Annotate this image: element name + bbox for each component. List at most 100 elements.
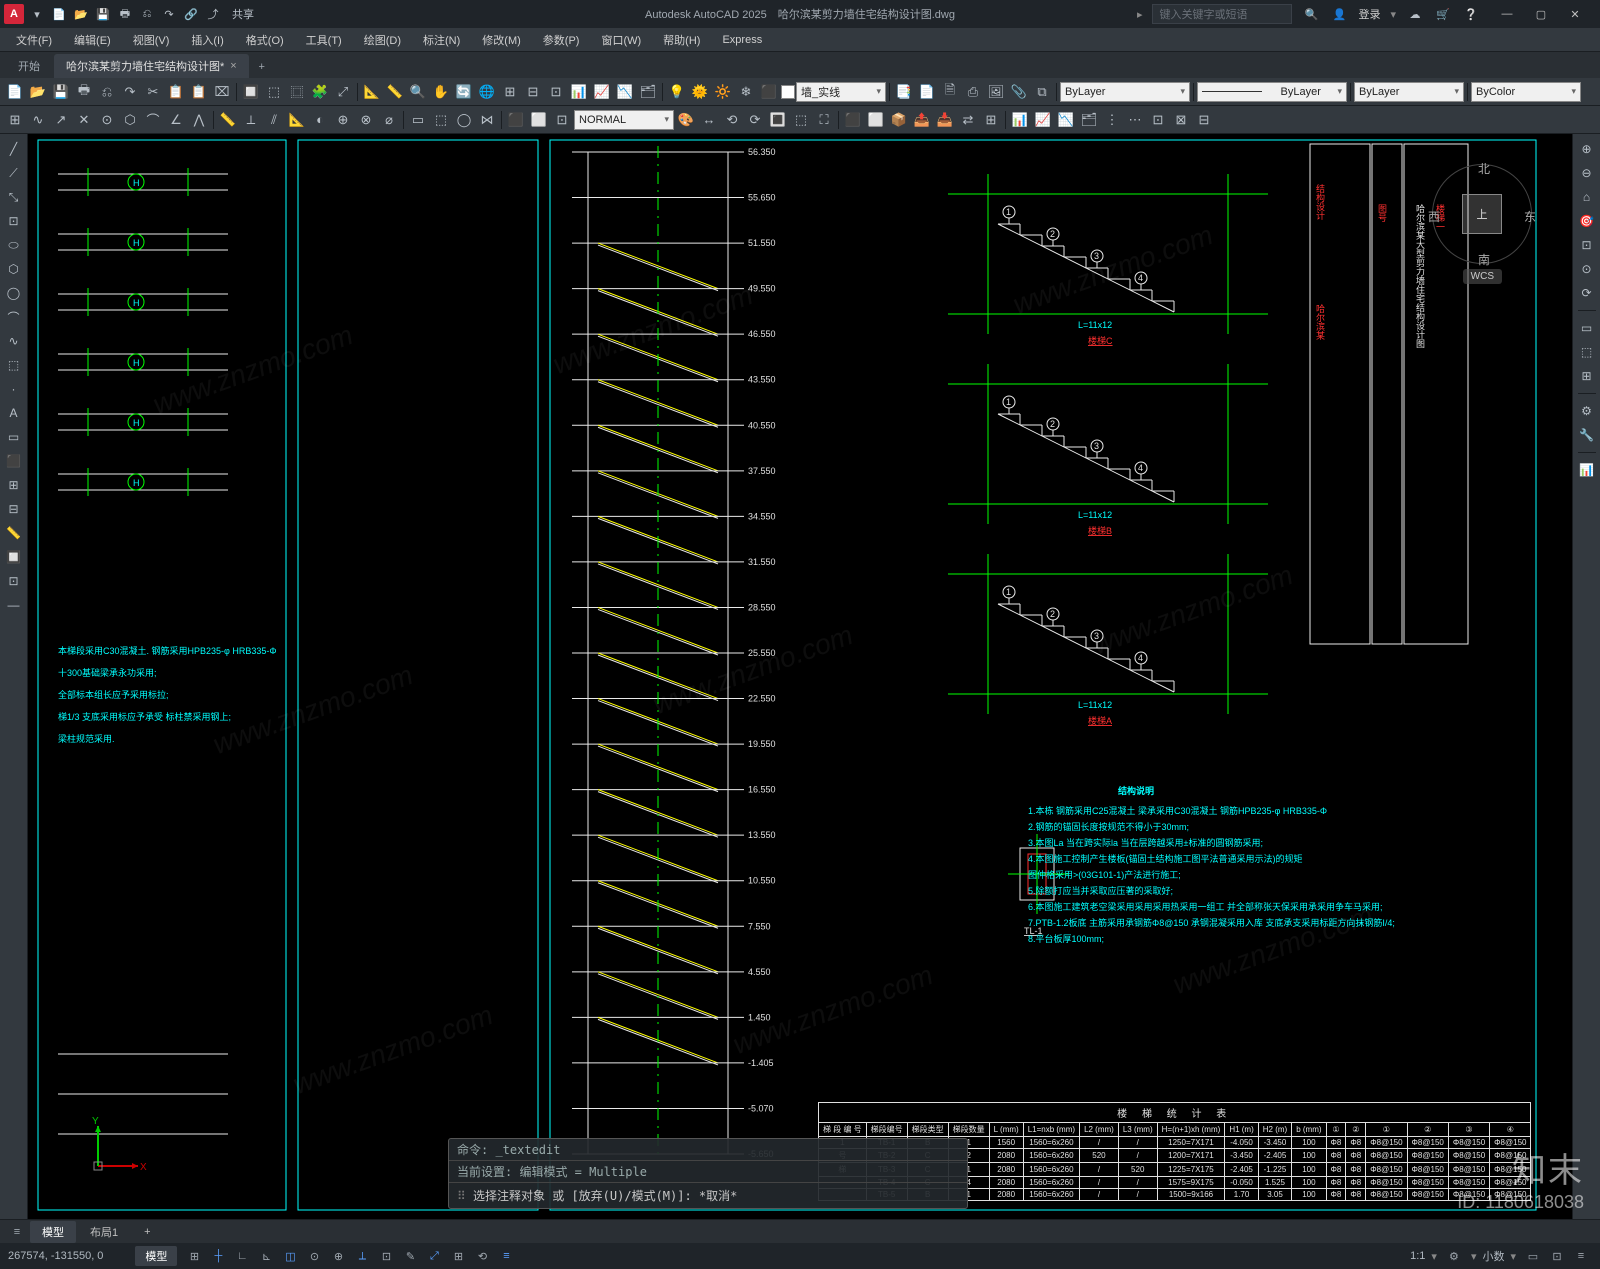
open-icon[interactable]: 📂: [72, 5, 90, 23]
toolbar-icon[interactable]: ✂: [142, 81, 164, 103]
nav-tool-icon[interactable]: ⊞: [1576, 365, 1598, 387]
toolbar-icon[interactable]: ⊙: [96, 109, 118, 131]
share-up-icon[interactable]: ⤴: [204, 5, 222, 23]
toolbar-icon[interactable]: 💡: [666, 81, 688, 103]
status-icon[interactable]: ⊡: [1546, 1245, 1568, 1267]
toolbar-icon[interactable]: 🔍: [407, 81, 429, 103]
draw-tool-icon[interactable]: ⬚: [3, 354, 25, 376]
toolbar-icon[interactable]: ⫽: [263, 109, 285, 131]
toolbar-icon[interactable]: ⟳: [744, 109, 766, 131]
toolbar-icon[interactable]: ⊗: [355, 109, 377, 131]
draw-tool-icon[interactable]: ⬛: [3, 450, 25, 472]
toolbar-icon[interactable]: 📤: [911, 109, 933, 131]
toolbar-icon[interactable]: ⬛: [842, 109, 864, 131]
lineweight-bylayer-select[interactable]: ByLayer▾: [1354, 82, 1464, 102]
toolbar-icon[interactable]: 📊: [568, 81, 590, 103]
toolbar-icon[interactable]: 🖼: [985, 81, 1007, 103]
draw-tool-icon[interactable]: ⊟: [3, 498, 25, 520]
search-input[interactable]: 键入关键字或短语: [1152, 4, 1292, 24]
toolbar-icon[interactable]: 📐: [361, 81, 383, 103]
tab-model[interactable]: 模型: [30, 1221, 76, 1243]
toolbar-icon[interactable]: 📋: [188, 81, 210, 103]
toolbar-icon[interactable]: 🌞: [689, 81, 711, 103]
nav-tool-icon[interactable]: 🎯: [1576, 210, 1598, 232]
toolbar-icon[interactable]: 🌐: [476, 81, 498, 103]
units-label[interactable]: 小数: [1482, 1248, 1504, 1264]
menu-item[interactable]: 文件(F): [6, 30, 62, 50]
menu-item[interactable]: 窗口(W): [591, 30, 651, 50]
status-toggle-icon[interactable]: ┼: [207, 1245, 229, 1267]
toolbar-icon[interactable]: ⎌: [96, 81, 118, 103]
toolbar-icon[interactable]: ⧉: [1031, 81, 1053, 103]
menu-item[interactable]: 格式(O): [236, 30, 294, 50]
toolbar-icon[interactable]: ⊡: [545, 81, 567, 103]
status-toggle-icon[interactable]: ✎: [399, 1245, 421, 1267]
toolbar-icon[interactable]: ∠: [165, 109, 187, 131]
status-toggle-icon[interactable]: ⊞: [447, 1245, 469, 1267]
tab-start[interactable]: 开始: [6, 54, 52, 78]
status-toggle-icon[interactable]: ⊾: [255, 1245, 277, 1267]
toolbar-icon[interactable]: 📄: [916, 81, 938, 103]
wcs-badge[interactable]: WCS: [1463, 269, 1502, 284]
print-icon[interactable]: 🖶: [116, 5, 134, 23]
toolbar-icon[interactable]: ⬚: [790, 109, 812, 131]
toolbar-icon[interactable]: ⿴: [286, 81, 308, 103]
tab-layout1[interactable]: 布局1: [78, 1221, 130, 1243]
gear-icon[interactable]: ⚙: [1443, 1245, 1465, 1267]
undo-icon[interactable]: ⎌: [138, 5, 156, 23]
help-icon[interactable]: ❔: [1462, 5, 1480, 23]
toolbar-icon[interactable]: ⊠: [1170, 109, 1192, 131]
status-toggle-icon[interactable]: ∟: [231, 1245, 253, 1267]
toolbar-icon[interactable]: 📎: [1008, 81, 1030, 103]
compass-south[interactable]: 南: [1478, 251, 1490, 268]
nav-tool-icon[interactable]: ⟳: [1576, 282, 1598, 304]
status-toggle-icon[interactable]: ⊞: [183, 1245, 205, 1267]
toolbar-icon[interactable]: ⋮: [1101, 109, 1123, 131]
menu-item[interactable]: 绘图(D): [354, 30, 411, 50]
draw-tool-icon[interactable]: ⊞: [3, 474, 25, 496]
menu-item[interactable]: 工具(T): [296, 30, 352, 50]
nav-tool-icon[interactable]: ⊕: [1576, 138, 1598, 160]
link-icon[interactable]: 🔗: [182, 5, 200, 23]
toolbar-icon[interactable]: ∿: [27, 109, 49, 131]
linetype-select[interactable]: 墙_实线▾: [796, 82, 886, 102]
toolbar-icon[interactable]: ⌧: [211, 81, 233, 103]
draw-tool-icon[interactable]: ·: [3, 378, 25, 400]
status-toggle-icon[interactable]: ⊡: [375, 1245, 397, 1267]
menu-item[interactable]: 视图(V): [123, 30, 180, 50]
tab-add-layout[interactable]: +: [132, 1223, 162, 1241]
toolbar-icon[interactable]: ⬜: [528, 109, 550, 131]
app-icon[interactable]: A: [4, 4, 24, 24]
status-toggle-icon[interactable]: ≡: [495, 1245, 517, 1267]
cmd-grip-icon[interactable]: ⠿: [457, 1189, 467, 1203]
toolbar-icon[interactable]: 📏: [217, 109, 239, 131]
toolbar-icon[interactable]: 📉: [614, 81, 636, 103]
toolbar-icon[interactable]: ⬚: [263, 81, 285, 103]
toolbar-icon[interactable]: ⌒: [142, 109, 164, 131]
toolbar-icon[interactable]: ↷: [119, 81, 141, 103]
login-label[interactable]: 登录: [1358, 6, 1380, 22]
maximize-button[interactable]: ▢: [1524, 0, 1558, 28]
toolbar-icon[interactable]: 📥: [934, 109, 956, 131]
status-toggle-icon[interactable]: ⟲: [471, 1245, 493, 1267]
draw-tool-icon[interactable]: ⊡: [3, 210, 25, 232]
menu-item[interactable]: Express: [712, 32, 772, 48]
ucs-icon[interactable]: X Y: [88, 1116, 148, 1179]
draw-tool-icon[interactable]: ◯: [3, 282, 25, 304]
status-toggle-icon[interactable]: ⤢: [423, 1245, 445, 1267]
toolbar-icon[interactable]: ⋯: [1124, 109, 1146, 131]
toolbar-icon[interactable]: 🎨: [675, 109, 697, 131]
toolbar-icon[interactable]: 📊: [1009, 109, 1031, 131]
status-toggle-icon[interactable]: ⊕: [327, 1245, 349, 1267]
toolbar-icon[interactable]: 🧩: [309, 81, 331, 103]
save-icon[interactable]: 💾: [94, 5, 112, 23]
toolbar-icon[interactable]: 📄: [4, 81, 26, 103]
toolbar-icon[interactable]: ⤢: [332, 81, 354, 103]
toolbar-icon[interactable]: ⬛: [758, 81, 780, 103]
draw-tool-icon[interactable]: ▭: [3, 426, 25, 448]
close-button[interactable]: ✕: [1558, 0, 1592, 28]
nav-tool-icon[interactable]: ⌂: [1576, 186, 1598, 208]
toolbar-icon[interactable]: 📑: [893, 81, 915, 103]
toolbar-icon[interactable]: ⟲: [721, 109, 743, 131]
status-icon[interactable]: ▭: [1522, 1245, 1544, 1267]
